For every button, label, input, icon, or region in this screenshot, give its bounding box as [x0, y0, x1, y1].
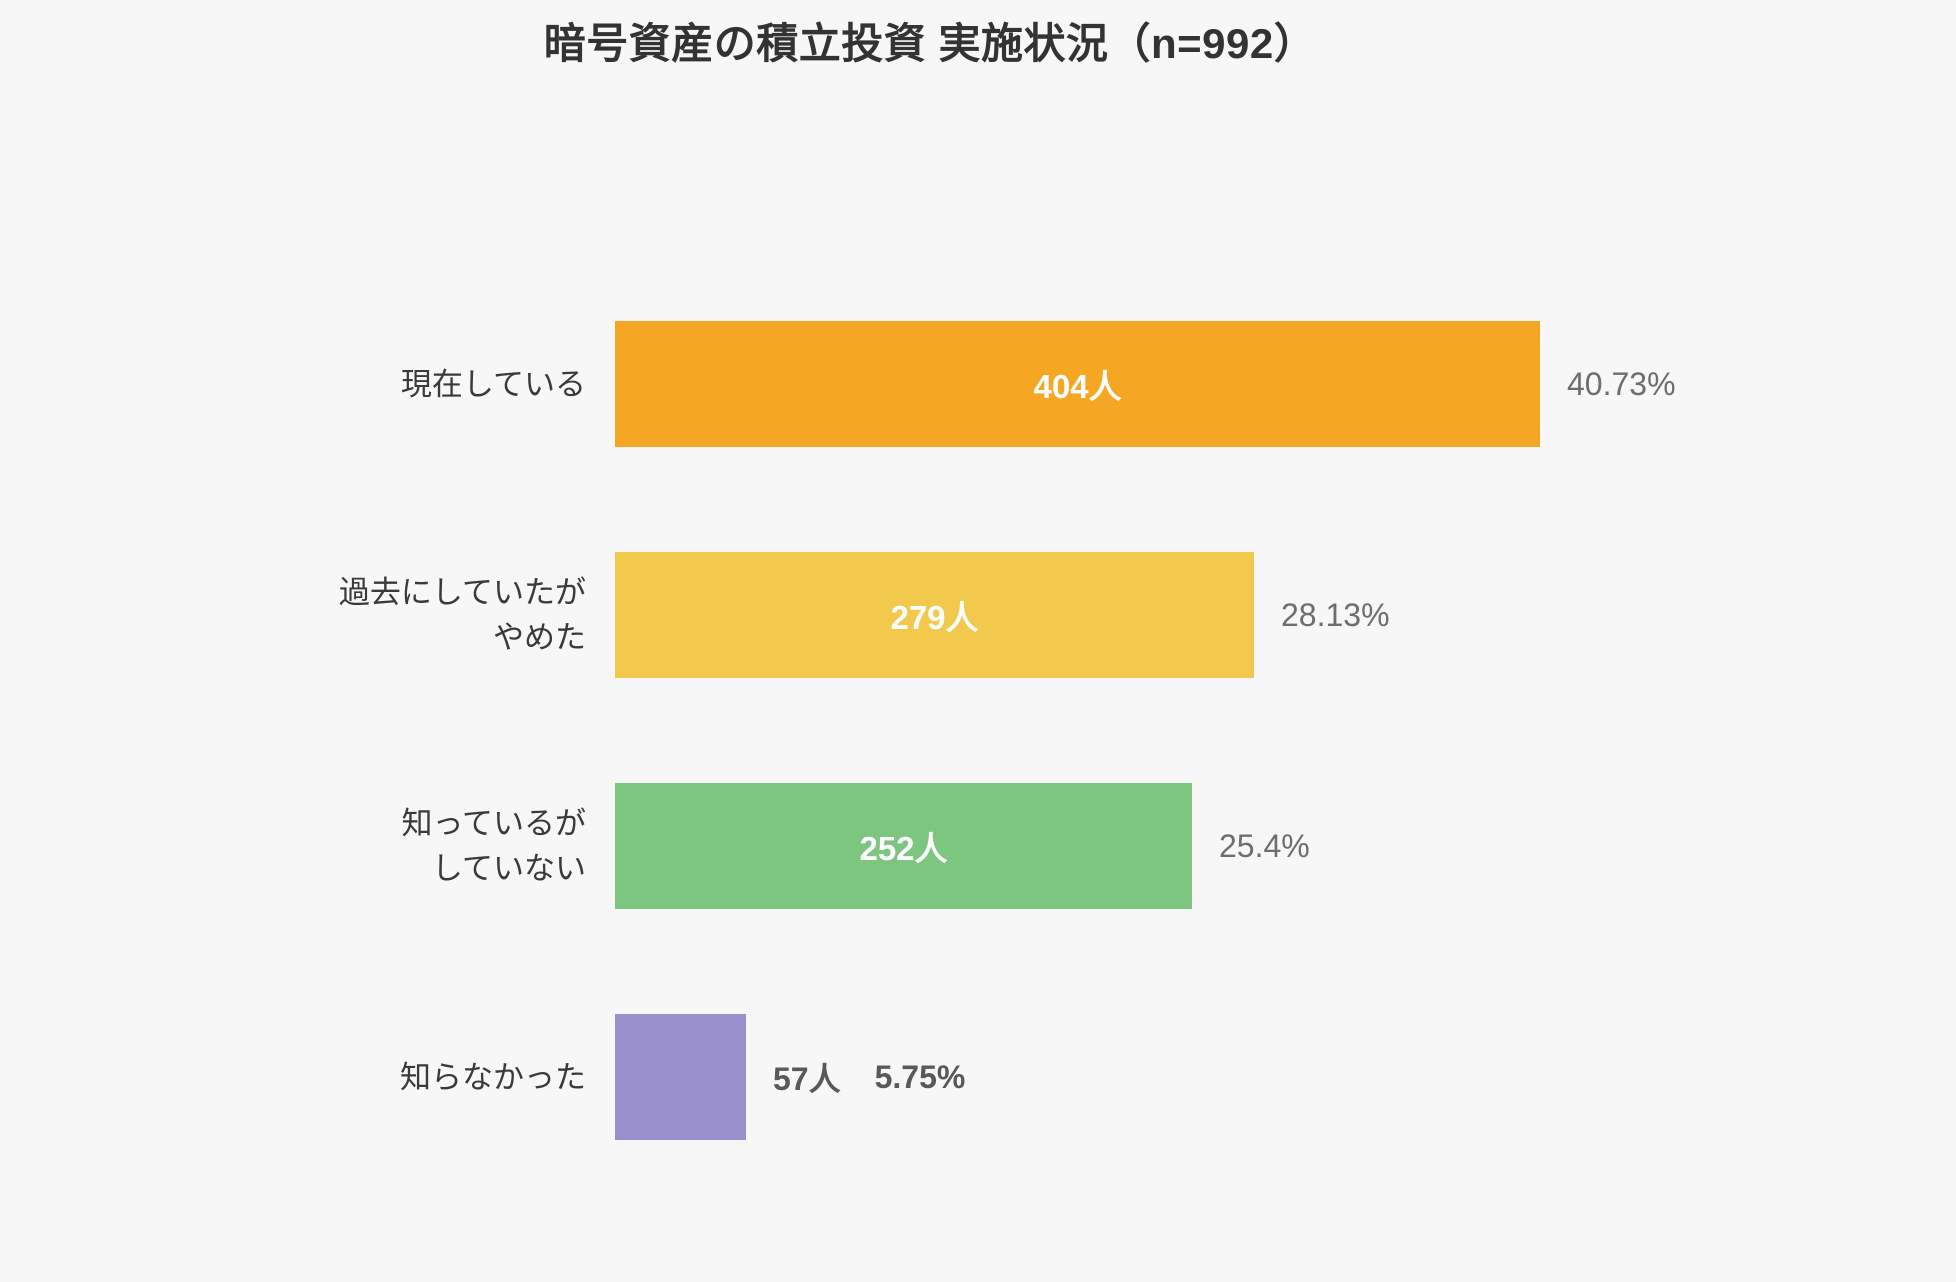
bar-did-in-past: 279人: [615, 552, 1254, 678]
percent-label: 28.13%: [1281, 596, 1390, 633]
bar-row-aware-not-doing: 知っているが していない 252人 25.4%: [0, 783, 1676, 909]
bar-row-did-in-past: 過去にしていたが やめた 279人 28.13%: [0, 552, 1676, 678]
category-label: 現在している: [400, 366, 586, 402]
bar-value-label: 404人: [1033, 368, 1122, 405]
percent-label: 5.75%: [874, 1058, 966, 1095]
bar-value-label: 279人: [890, 599, 979, 636]
category-label: 知っているが していない: [401, 806, 586, 886]
percent-label: 25.4%: [1219, 827, 1310, 864]
category-label: 知らなかった: [400, 1059, 586, 1095]
bar-rows: 現在している 404人 40.73% 過去にしていたが やめた 279人 28.…: [0, 321, 1676, 1140]
bar-row-did-not-know: 知らなかった 57人 5.75%: [0, 1014, 1676, 1140]
bar-aware-not-doing: 252人: [615, 783, 1192, 909]
bar-value-label: 57人: [773, 1061, 841, 1097]
bar-value-label: 252人: [859, 830, 948, 867]
bar-did-not-know: [615, 1014, 746, 1140]
chart-title: 暗号資産の積立投資 実施状況（n=992）: [543, 20, 1317, 67]
bar-currently-doing: 404人: [615, 321, 1540, 447]
bar-row-currently-doing: 現在している 404人 40.73%: [0, 321, 1676, 447]
percent-label: 40.73%: [1567, 365, 1676, 402]
category-label: 過去にしていたが やめた: [338, 575, 586, 655]
